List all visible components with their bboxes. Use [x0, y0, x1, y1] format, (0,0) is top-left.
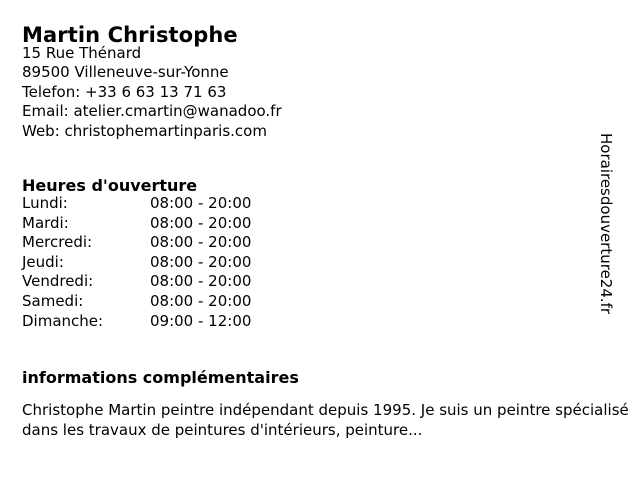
additional-information-heading: informations complémentaires [22, 368, 299, 388]
table-row: Vendredi: 08:00 - 20:00 [22, 272, 251, 292]
opening-hours-heading: Heures d'ouverture [22, 176, 198, 196]
additional-information-text: Christophe Martin peintre indépendant de… [22, 401, 629, 439]
table-row: Mercredi: 08:00 - 20:00 [22, 233, 251, 253]
business-name-title: Martin Christophe [22, 23, 238, 48]
table-row: Lundi: 08:00 - 20:00 [22, 194, 251, 214]
table-row: Jeudi: 08:00 - 20:00 [22, 253, 251, 273]
hours-day-label: Samedi: [22, 291, 84, 310]
hours-day-label: Mardi: [22, 213, 69, 232]
hours-time-value: 08:00 - 20:00 [150, 291, 252, 310]
website-line: Web: christophemartinparis.com [22, 121, 267, 140]
opening-hours-table: Lundi: 08:00 - 20:00 Mardi: 08:00 - 20:0… [22, 194, 251, 331]
contact-block: 15 Rue Thénard 89500 Villeneuve-sur-Yonn… [22, 44, 282, 141]
table-row: Samedi: 08:00 - 20:00 [22, 292, 251, 312]
hours-time-value: 09:00 - 12:00 [150, 311, 252, 330]
hours-time-value: 08:00 - 20:00 [150, 213, 252, 232]
phone-line: Telefon: +33 6 63 13 71 63 [22, 82, 227, 101]
hours-time-value: 08:00 - 20:00 [150, 272, 252, 291]
email-line: Email: atelier.cmartin@wanadoo.fr [22, 102, 282, 121]
hours-time-value: 08:00 - 20:00 [150, 194, 252, 212]
address-city-line: 89500 Villeneuve-sur-Yonne [22, 63, 229, 82]
hours-time-value: 08:00 - 20:00 [150, 233, 252, 252]
table-row: Dimanche: 09:00 - 12:00 [22, 312, 251, 332]
hours-time-value: 08:00 - 20:00 [150, 252, 252, 271]
table-row: Mardi: 08:00 - 20:00 [22, 214, 251, 234]
hours-day-label: Dimanche: [22, 311, 104, 330]
hours-day-label: Jeudi: [22, 252, 64, 271]
site-watermark-label: Horairesdouverture24.fr [597, 133, 615, 315]
hours-day-label: Vendredi: [22, 272, 94, 291]
address-street-line: 15 Rue Thénard [22, 44, 142, 62]
hours-day-label: Mercredi: [22, 233, 93, 252]
hours-day-label: Lundi: [22, 194, 68, 212]
